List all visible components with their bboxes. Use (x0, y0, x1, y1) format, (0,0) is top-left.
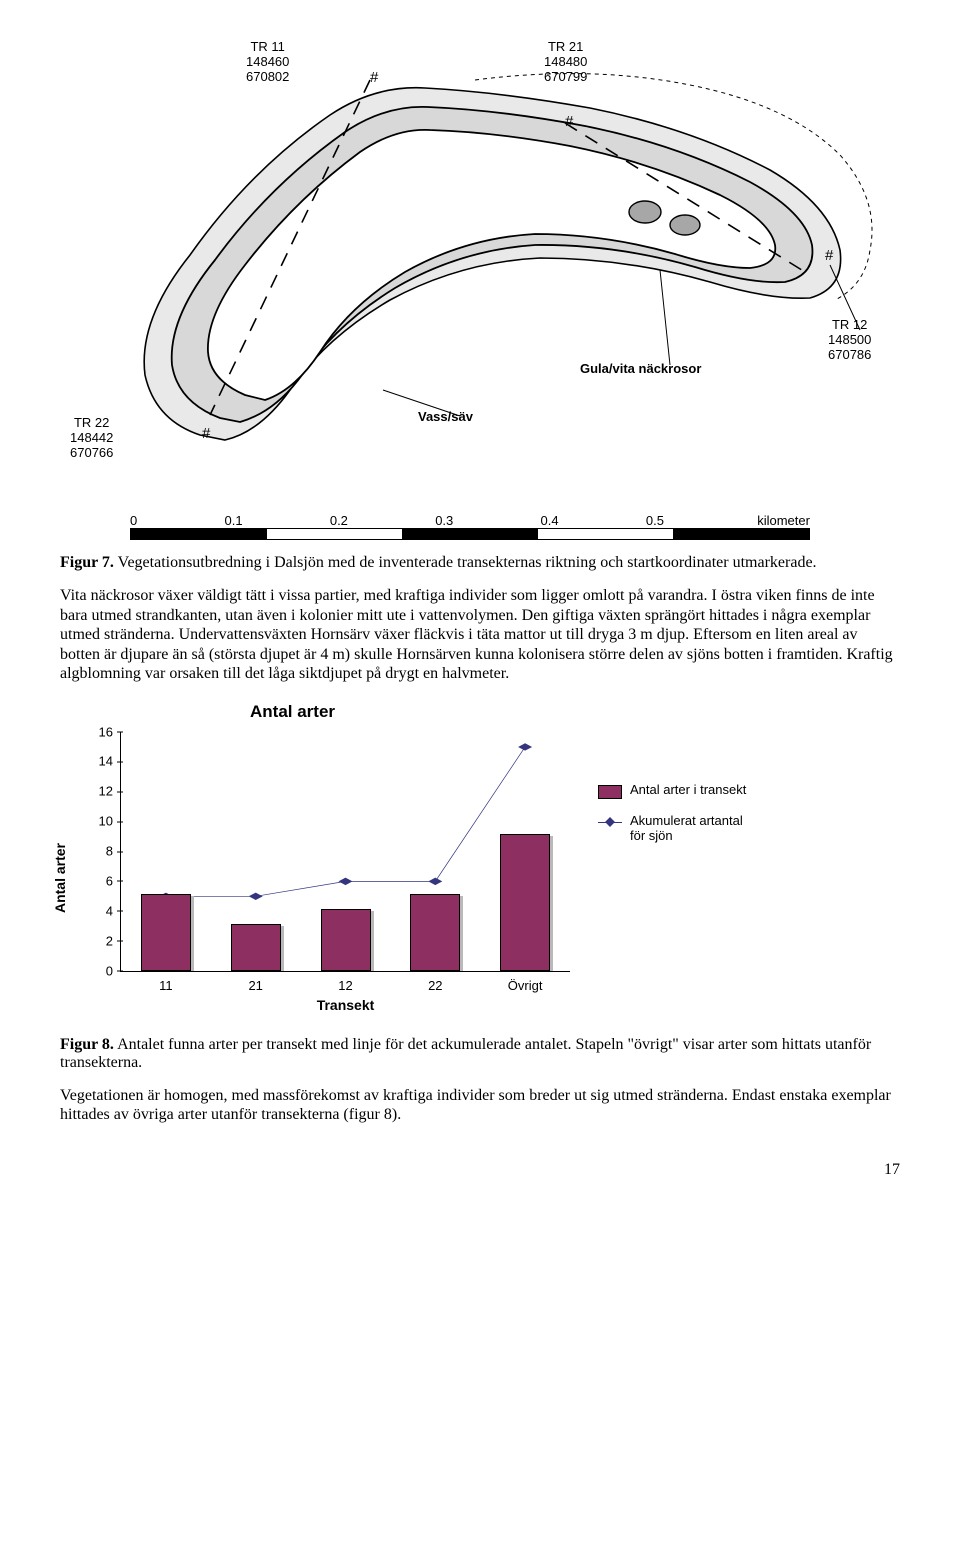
y-tick: 14 (83, 754, 113, 769)
legend-line: Akumulerat artantal för sjön (598, 813, 758, 843)
fig7-caption: Figur 7. Vegetationsutbredning i Dalsjön… (60, 554, 900, 572)
y-tick: 6 (83, 873, 113, 888)
bar (231, 924, 281, 971)
label-nackrosor: Gula/vita näckrosor (580, 362, 701, 377)
label-tr22: TR 22 148442 670766 (70, 416, 113, 461)
legend-bars: Antal arter i transekt (598, 782, 758, 799)
y-tick: 10 (83, 814, 113, 829)
chart-title: Antal arter (250, 702, 335, 722)
y-tick: 0 (83, 963, 113, 978)
y-tick: 2 (83, 933, 113, 948)
y-axis-label: Antal arter (52, 843, 68, 913)
fig7-text: Vegetationsutbredning i Dalsjön med de i… (118, 554, 817, 571)
fig8-text: Antalet funna arter per transekt med lin… (60, 1036, 871, 1071)
hash-tr21: # (565, 113, 574, 130)
label-tr12: TR 12 148500 670786 (828, 318, 871, 363)
scalebar-tick: 0 (130, 513, 137, 528)
x-tick: 22 (428, 978, 442, 993)
y-tick: 4 (83, 903, 113, 918)
bar (500, 834, 550, 970)
bar (410, 894, 460, 971)
scalebar-tick: 0.5 (646, 513, 664, 528)
legend-line-swatch (598, 816, 622, 828)
islet-1 (629, 201, 661, 223)
chart-figure: Antal arter Antal arter Transekt 0246810… (60, 702, 900, 1022)
fig8-label: Figur 8. (60, 1036, 114, 1053)
scalebar-tick: 0.2 (330, 513, 348, 528)
line-marker (428, 877, 442, 884)
paragraph-1: Vita näckrosor växer väldigt tätt i viss… (60, 586, 900, 684)
line-marker (339, 877, 353, 884)
x-tick: 11 (159, 978, 173, 993)
fig7-label: Figur 7. (60, 554, 114, 571)
fig8-caption: Figur 8. Antalet funna arter per transek… (60, 1036, 900, 1072)
hash-tr12: # (825, 247, 834, 264)
plot-area: Transekt 024681012141611211222Övrigt (120, 732, 570, 972)
y-tick: 16 (83, 724, 113, 739)
scalebar-segment (267, 529, 403, 539)
map-figure: # # # # TR 11 148460 670802 TR 21 148480… (70, 40, 890, 540)
scalebar-segment (673, 529, 809, 539)
scalebar: 0 0.1 0.2 0.3 0.4 0.5 kilometer (130, 513, 810, 540)
bar (141, 894, 191, 971)
hash-tr11: # (370, 69, 379, 86)
legend-bars-label: Antal arter i transekt (630, 782, 746, 797)
islet-2 (670, 215, 700, 235)
x-axis-label: Transekt (317, 997, 375, 1013)
y-tick: 12 (83, 784, 113, 799)
paragraph-2: Vegetationen är homogen, med massförekom… (60, 1086, 900, 1125)
y-tick: 8 (83, 844, 113, 859)
legend-bar-swatch (598, 785, 622, 799)
scalebar-tick: 0.1 (225, 513, 243, 528)
label-vass: Vass/säv (418, 410, 473, 425)
bar-line-chart: Antal arter Antal arter Transekt 0246810… (60, 702, 580, 1022)
scalebar-unit: kilometer (757, 513, 810, 528)
scalebar-ticks: 0 0.1 0.2 0.3 0.4 0.5 kilometer (130, 513, 810, 528)
scalebar-segments (130, 528, 810, 540)
scalebar-tick: 0.4 (541, 513, 559, 528)
line-marker (518, 743, 532, 750)
leader-nackrosor (660, 270, 670, 365)
scalebar-segment (538, 529, 674, 539)
scalebar-segment (131, 529, 267, 539)
scalebar-tick: 0.3 (435, 513, 453, 528)
chart-legend: Antal arter i transekt Akumulerat artant… (598, 782, 758, 857)
hash-tr22: # (202, 425, 211, 442)
x-tick: 21 (248, 978, 262, 993)
label-tr21: TR 21 148480 670799 (544, 40, 587, 85)
page-number: 17 (60, 1161, 900, 1179)
accumulated-line (166, 747, 525, 896)
scalebar-segment (402, 529, 538, 539)
x-tick: 12 (338, 978, 352, 993)
bar (321, 909, 371, 971)
legend-line-label: Akumulerat artantal för sjön (630, 813, 758, 843)
map-svg: # # # # (70, 40, 890, 490)
line-marker (249, 892, 263, 899)
label-tr11: TR 11 148460 670802 (246, 40, 289, 85)
x-tick: Övrigt (508, 978, 543, 993)
